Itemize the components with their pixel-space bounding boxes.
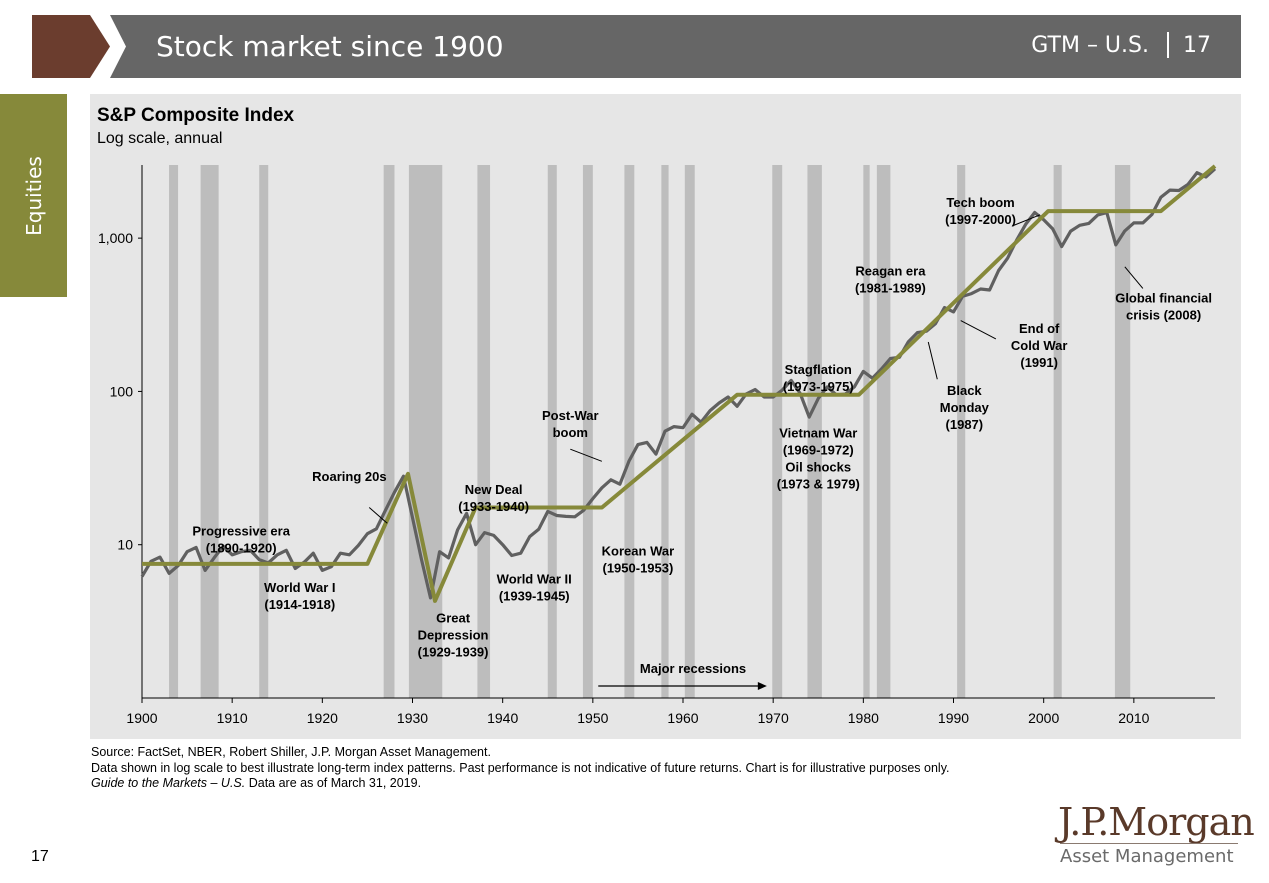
- annotation-label: Vietnam War (1969-1972) Oil shocks (1973 & …: [777, 426, 860, 492]
- recession-band: [383, 165, 395, 698]
- major-recessions-label: Major recessions: [640, 661, 746, 676]
- trend-line: [142, 164, 1217, 603]
- recession-band: [408, 165, 443, 698]
- recession-band: [807, 165, 822, 698]
- page-title: Stock market since 1900: [156, 30, 504, 63]
- recession-band: [477, 165, 491, 698]
- x-tick-label: 1940: [487, 710, 518, 726]
- guide-date: Data are as of March 31, 2019.: [245, 776, 422, 790]
- recession-band: [200, 165, 219, 698]
- x-tick-label: 1960: [667, 710, 698, 726]
- header-brown-chevron: [32, 15, 110, 78]
- annotation-label: Tech boom (1997-2000): [945, 195, 1016, 227]
- header-section: GTM – U.S. 17: [1031, 32, 1211, 58]
- jpmorgan-logo: J.P.Morgan: [1058, 800, 1255, 844]
- annotation-label: Korean War (1950-1953): [602, 544, 674, 576]
- source-note: Source: FactSet, NBER, Robert Shiller, J…: [91, 745, 491, 759]
- x-tick-label: 2010: [1118, 710, 1149, 726]
- recession-band: [1114, 165, 1131, 698]
- annotation-label: New Deal (1933-1940): [458, 482, 529, 514]
- annotation-leader: [927, 341, 938, 380]
- x-tick-label: 1970: [758, 710, 789, 726]
- header-divider: [1167, 32, 1169, 58]
- annotation-label: Reagan era (1981-1989): [855, 264, 926, 296]
- annotation-label: World War II (1939-1945): [497, 571, 572, 603]
- major-recessions-arrowhead: [757, 682, 767, 690]
- recession-band: [624, 165, 635, 698]
- x-tick-label: 1950: [577, 710, 608, 726]
- y-tick-label: 1,000: [98, 230, 133, 246]
- annotations: Progressive era (1890-1920) World War I (19…: [192, 195, 1212, 690]
- annotation-label: Great Depression (1929-1939): [418, 611, 489, 660]
- annotation-leader: [1124, 266, 1144, 289]
- annotation-label: Black Monday (1987): [940, 383, 990, 432]
- header-bar: [110, 15, 1241, 78]
- recession-band: [863, 165, 870, 698]
- recession-band: [1053, 165, 1062, 698]
- y-tick-label: 10: [117, 537, 133, 553]
- recession-band: [259, 165, 269, 698]
- x-tick-label: 1900: [126, 710, 157, 726]
- annotation-leader: [570, 448, 603, 462]
- annotation-label: Roaring 20s: [312, 469, 386, 484]
- recession-band: [876, 165, 891, 698]
- annotation-label: World War I (1914-1918): [264, 580, 336, 612]
- x-tick-label: 1910: [217, 710, 248, 726]
- x-tick-label: 2000: [1028, 710, 1059, 726]
- x-tick-label: 1990: [938, 710, 969, 726]
- annotation-leader: [960, 320, 997, 340]
- annotation-label: Post-War boom: [542, 408, 599, 440]
- y-tick-label: 100: [110, 383, 134, 399]
- x-tick-label: 1920: [307, 710, 338, 726]
- recession-bands: [169, 165, 1131, 698]
- page-number: 17: [31, 848, 49, 865]
- recession-band: [772, 165, 783, 698]
- chart-subtitle: Log scale, annual: [97, 130, 223, 147]
- index-line: [140, 167, 1217, 600]
- x-tick-label: 1980: [848, 710, 879, 726]
- annotation-leader: [368, 507, 388, 524]
- recession-band: [684, 165, 695, 698]
- recession-band: [169, 165, 179, 698]
- recession-band: [547, 165, 557, 698]
- side-tab-equities[interactable]: Equities: [0, 94, 67, 297]
- chart-title: S&P Composite Index: [97, 105, 295, 126]
- footer-notes: Source: FactSet, NBER, Robert Shiller, J…: [91, 745, 991, 792]
- annotation-leader: [1011, 214, 1041, 227]
- disclaimer-note: Data shown in log scale to best illustra…: [91, 760, 950, 775]
- annotation-label: End of Cold War (1991): [1011, 321, 1068, 370]
- axes: 1900 1910 1920 1930 1940 1950 1960 1970 1980 1990…: [98, 165, 1215, 726]
- annotation-label: Stagflation (1973-1975): [783, 362, 854, 394]
- header-page-number: 17: [1183, 32, 1211, 58]
- section-label: GTM – U.S.: [1031, 32, 1149, 58]
- annotation-label: Progressive era (1890-1920): [192, 523, 290, 555]
- series-lines: [140, 164, 1217, 603]
- x-tick-label: 1930: [397, 710, 428, 726]
- logo-subtitle: Asset Management: [1060, 846, 1234, 867]
- guide-note: Guide to the Markets – U.S. Data are as …: [91, 776, 991, 792]
- recession-band: [582, 165, 593, 698]
- guide-title: Guide to the Markets – U.S.: [91, 776, 246, 790]
- annotation-label: Global financial crisis (2008): [1115, 291, 1212, 323]
- recession-band: [957, 165, 966, 698]
- logo-rule: [1060, 843, 1238, 844]
